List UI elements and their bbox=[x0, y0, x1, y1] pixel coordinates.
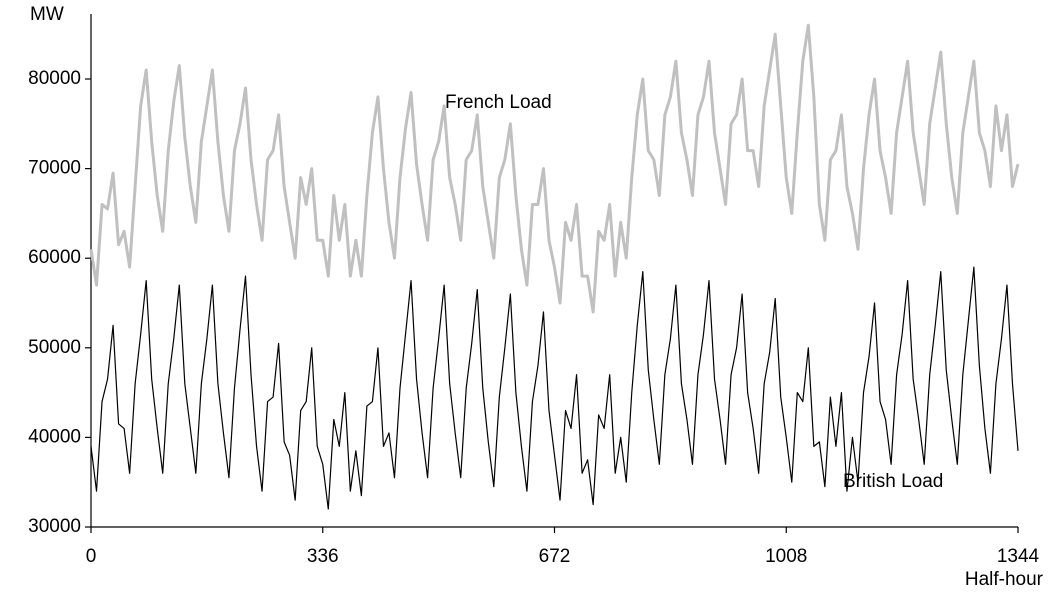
y-tick-label: 70000 bbox=[28, 158, 81, 179]
y-tick-label: 60000 bbox=[28, 247, 81, 268]
x-tick-label: 0 bbox=[86, 546, 97, 567]
x-tick-label: 1008 bbox=[765, 546, 807, 567]
y-tick-label: 80000 bbox=[28, 68, 81, 89]
y-tick-label: 40000 bbox=[28, 426, 81, 447]
x-tick-label: 1344 bbox=[997, 546, 1040, 567]
annotation: French Load bbox=[445, 92, 552, 113]
y-tick-label: 30000 bbox=[28, 516, 81, 537]
x-tick-label: 336 bbox=[307, 546, 339, 567]
series-line bbox=[89, 23, 1020, 314]
x-tick-label: 672 bbox=[539, 546, 571, 567]
x-axis-label: Half-hour bbox=[965, 569, 1044, 590]
series-line bbox=[90, 266, 1019, 510]
annotation: British Load bbox=[843, 471, 943, 492]
y-axis-label: MW bbox=[30, 4, 64, 25]
y-tick-label: 50000 bbox=[28, 337, 81, 358]
